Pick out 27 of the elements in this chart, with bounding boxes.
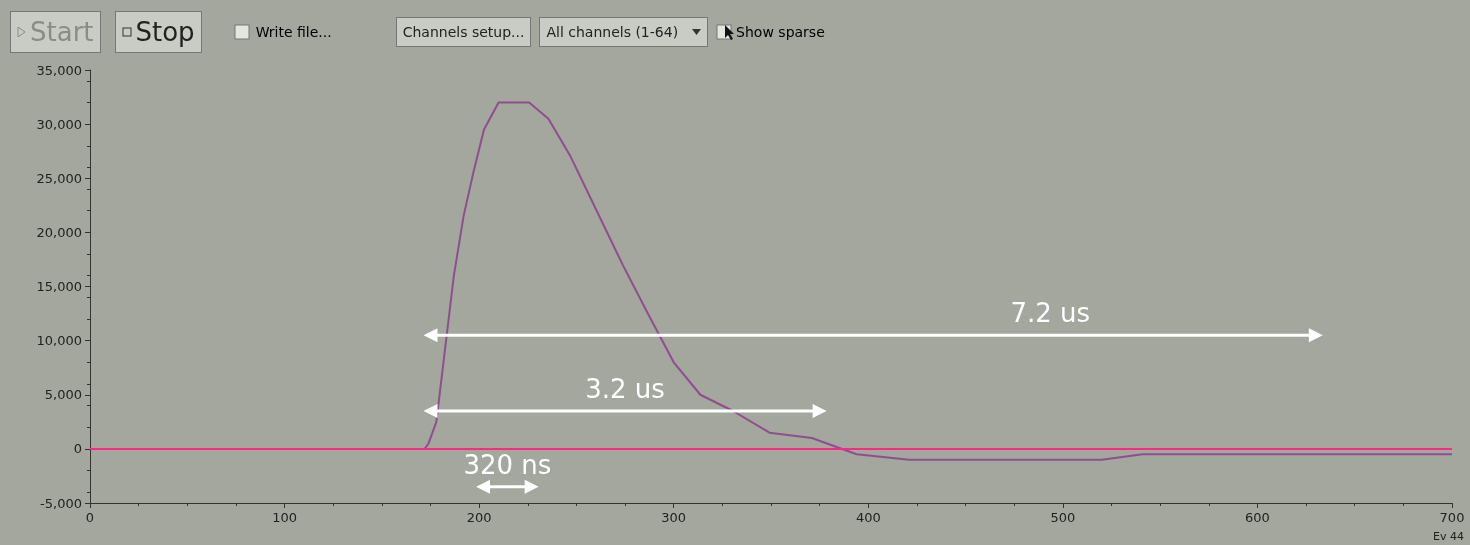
text: Channels setup... — [395, 17, 532, 47]
y-tick-label: 30,000 — [36, 116, 82, 132]
text: All channels (1-64) — [546, 24, 679, 40]
text: Start — [30, 17, 94, 47]
y-tick-label: 15,000 — [36, 279, 82, 294]
y-tick-label: 25,000 — [36, 170, 82, 186]
x-tick-label: 500 — [1050, 510, 1076, 525]
annotation: 320 ns — [463, 449, 552, 480]
annotation: 3.2 us — [585, 373, 665, 404]
y-tick-label: -5,000 — [40, 495, 82, 511]
x-tick-label: 0 — [85, 510, 95, 525]
y-tick-label: 10,000 — [36, 333, 82, 349]
x-tick-label: 200 — [466, 510, 492, 525]
text: Stop — [135, 17, 195, 47]
x-tick-label: 600 — [1245, 510, 1270, 525]
x-tick-label: 400 — [855, 510, 881, 525]
y-tick-label: 0 — [73, 441, 82, 457]
text: Write file... — [255, 24, 332, 40]
text: Show sparse — [736, 24, 825, 40]
y-tick-label: 5,000 — [44, 387, 82, 403]
text: Ev 44 — [1433, 530, 1464, 543]
x-tick-label: 100 — [272, 510, 297, 525]
y-tick-label: 35,000 — [36, 62, 82, 78]
x-tick-label: 700 — [1439, 510, 1465, 525]
y-tick-label: 20,000 — [36, 224, 82, 240]
x-tick-label: 300 — [661, 510, 687, 525]
annotation: 7.2 us — [1010, 298, 1091, 329]
